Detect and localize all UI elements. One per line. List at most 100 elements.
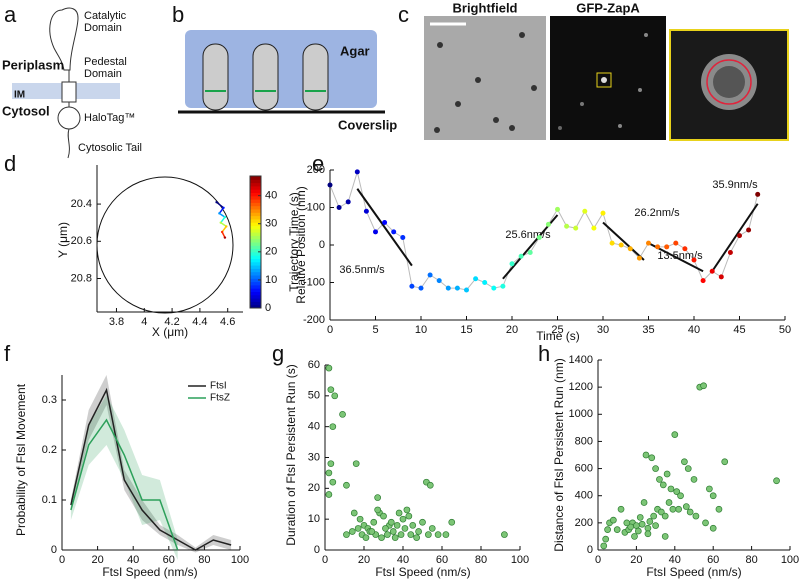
x-tick-label: 35 <box>642 324 654 336</box>
colorbar-cell <box>250 235 261 240</box>
position-point <box>445 285 451 291</box>
position-point <box>418 285 424 291</box>
position-point <box>700 278 706 284</box>
y-tick-label: 100 <box>307 201 325 213</box>
colorbar-cell <box>250 265 261 269</box>
trajectory-point <box>219 221 222 224</box>
scatter-point <box>413 534 420 542</box>
scatter-point <box>382 525 389 532</box>
scatter-point <box>426 481 434 489</box>
y-tick-label: 800 <box>575 435 593 447</box>
scatter-point <box>665 499 673 506</box>
colorbar-cell <box>250 228 261 233</box>
x-tick-label: 80 <box>475 554 487 566</box>
x-tick-label: 40 <box>688 324 700 336</box>
position-point <box>536 235 542 240</box>
x-tick-label: 4.4 <box>192 316 207 328</box>
position-point <box>527 250 533 255</box>
scatter-point <box>658 508 665 516</box>
scatter-point <box>663 470 671 478</box>
position-point <box>500 283 506 289</box>
scatter-point <box>656 476 663 483</box>
position-point <box>755 191 761 197</box>
scatter-point <box>648 454 656 462</box>
position-point <box>682 246 688 252</box>
scatter-point <box>684 465 692 472</box>
position-point <box>454 285 460 291</box>
x-tick-label: 60 <box>436 554 448 566</box>
x-tick-label: 60 <box>163 554 175 566</box>
position-point <box>427 272 433 278</box>
scatter-point <box>370 518 378 526</box>
trajectory-point <box>215 201 218 204</box>
x-tick-label: 3.8 <box>109 316 124 328</box>
agar-diagram <box>178 30 385 114</box>
scatter-point <box>401 525 409 532</box>
scatter-point <box>354 525 362 532</box>
y-tick-label: 1400 <box>569 354 593 366</box>
position-point <box>509 261 515 267</box>
scatter-point <box>329 478 337 486</box>
scatter-point <box>667 485 675 493</box>
scatter-point <box>650 512 658 520</box>
label: Agar <box>340 43 370 58</box>
scatter-point <box>405 512 413 520</box>
scatter-point <box>378 534 385 542</box>
y-tick-label: 30 <box>308 451 320 463</box>
label: Pedestal <box>84 56 127 68</box>
position-point <box>555 206 560 212</box>
position-point <box>582 208 588 214</box>
x-tick-label: 0 <box>327 324 333 336</box>
y-tick-label: 20.8 <box>71 272 92 284</box>
x-tick-label: 50 <box>779 324 791 336</box>
scatter-point <box>434 531 442 538</box>
colorbar-tick-label: 0 <box>265 302 271 314</box>
fit-label: 35.9nm/s <box>712 179 758 191</box>
micrographs <box>424 16 789 141</box>
label: Coverslip <box>338 117 397 132</box>
y-tick-label: 0.3 <box>42 394 57 406</box>
position-point <box>518 253 524 259</box>
scatter-point <box>352 460 360 468</box>
scatter-point <box>659 481 667 489</box>
panel-label: f <box>4 341 11 366</box>
scatter-point <box>677 492 684 500</box>
fit-line <box>356 188 413 267</box>
colorbar-cell <box>250 284 261 289</box>
x-tick-label: 100 <box>511 554 529 566</box>
scatter-point <box>634 527 642 535</box>
position-point <box>737 233 742 239</box>
scatter-point <box>700 382 707 390</box>
x-tick-label: 40 <box>669 554 681 566</box>
trajectory-point <box>222 206 225 209</box>
scatter-point <box>709 524 717 532</box>
scatter-point <box>325 364 333 372</box>
fit-line <box>711 203 759 272</box>
scatter-point <box>642 451 650 459</box>
position-point <box>727 250 733 255</box>
colorbar-cell <box>250 222 261 226</box>
scatter-point <box>356 515 364 523</box>
colorbar-cell <box>250 301 261 306</box>
colorbar-cell <box>250 212 261 217</box>
scatter-point <box>661 533 669 540</box>
panel-label: e <box>312 151 324 176</box>
y-tick-label: -100 <box>303 276 325 288</box>
scatter-point <box>682 503 690 510</box>
x-tick-label: 25 <box>551 324 563 336</box>
x-tick-label: 4 <box>141 316 147 328</box>
position-point <box>664 244 670 250</box>
colorbar-cell <box>250 248 261 253</box>
position-point <box>618 242 624 248</box>
scatter-point <box>692 512 700 520</box>
x-axis-label: FtsI Speed (nm/s) <box>102 565 197 579</box>
colorbar-cell <box>250 209 261 213</box>
series-line <box>70 387 232 551</box>
label: Cytosolic Tail <box>78 142 142 154</box>
scatter-point <box>397 531 405 538</box>
colorbar-cell <box>250 185 261 190</box>
position-point <box>709 268 715 274</box>
colorbar-cell <box>250 195 261 200</box>
trajectory-point <box>223 236 227 239</box>
